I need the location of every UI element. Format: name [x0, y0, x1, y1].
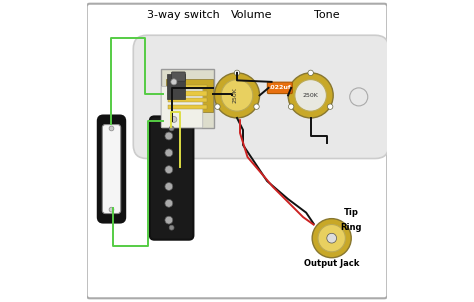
Circle shape [165, 216, 173, 224]
Circle shape [295, 80, 327, 111]
Circle shape [169, 225, 174, 230]
Bar [168, 98, 207, 102]
Text: 250K: 250K [303, 93, 319, 98]
Circle shape [165, 199, 173, 207]
Circle shape [312, 219, 351, 258]
FancyBboxPatch shape [87, 4, 387, 298]
Text: Tip: Tip [344, 208, 359, 217]
FancyBboxPatch shape [172, 72, 185, 81]
Circle shape [165, 166, 173, 174]
Circle shape [109, 126, 114, 131]
Circle shape [171, 117, 177, 122]
Circle shape [169, 126, 174, 131]
Circle shape [308, 70, 313, 76]
Circle shape [109, 207, 114, 212]
Bar [168, 92, 207, 96]
FancyBboxPatch shape [267, 82, 292, 94]
FancyBboxPatch shape [167, 74, 185, 99]
Bar [166, 79, 213, 112]
Circle shape [234, 70, 240, 76]
Text: .022uf: .022uf [269, 85, 291, 90]
Circle shape [288, 73, 333, 118]
FancyBboxPatch shape [98, 116, 125, 223]
Circle shape [165, 149, 173, 157]
FancyBboxPatch shape [161, 86, 203, 128]
Circle shape [221, 80, 253, 111]
Text: Output Jack: Output Jack [304, 259, 359, 268]
Circle shape [328, 104, 333, 109]
Bar [168, 85, 207, 89]
Text: Volume: Volume [231, 10, 273, 20]
Circle shape [165, 183, 173, 190]
Circle shape [215, 104, 220, 109]
Circle shape [165, 132, 173, 140]
Text: 250K: 250K [233, 88, 238, 103]
Circle shape [350, 88, 368, 106]
FancyBboxPatch shape [150, 117, 193, 240]
FancyBboxPatch shape [133, 35, 389, 159]
Circle shape [214, 73, 260, 118]
Circle shape [171, 79, 177, 85]
Circle shape [254, 104, 259, 109]
Circle shape [318, 224, 346, 252]
Circle shape [288, 104, 294, 109]
Text: Ring: Ring [341, 223, 362, 232]
Bar [168, 105, 207, 109]
Text: Tone: Tone [314, 10, 340, 20]
FancyBboxPatch shape [102, 124, 121, 214]
FancyBboxPatch shape [161, 69, 214, 128]
Text: 3-way switch: 3-way switch [146, 10, 219, 20]
Circle shape [327, 233, 337, 243]
